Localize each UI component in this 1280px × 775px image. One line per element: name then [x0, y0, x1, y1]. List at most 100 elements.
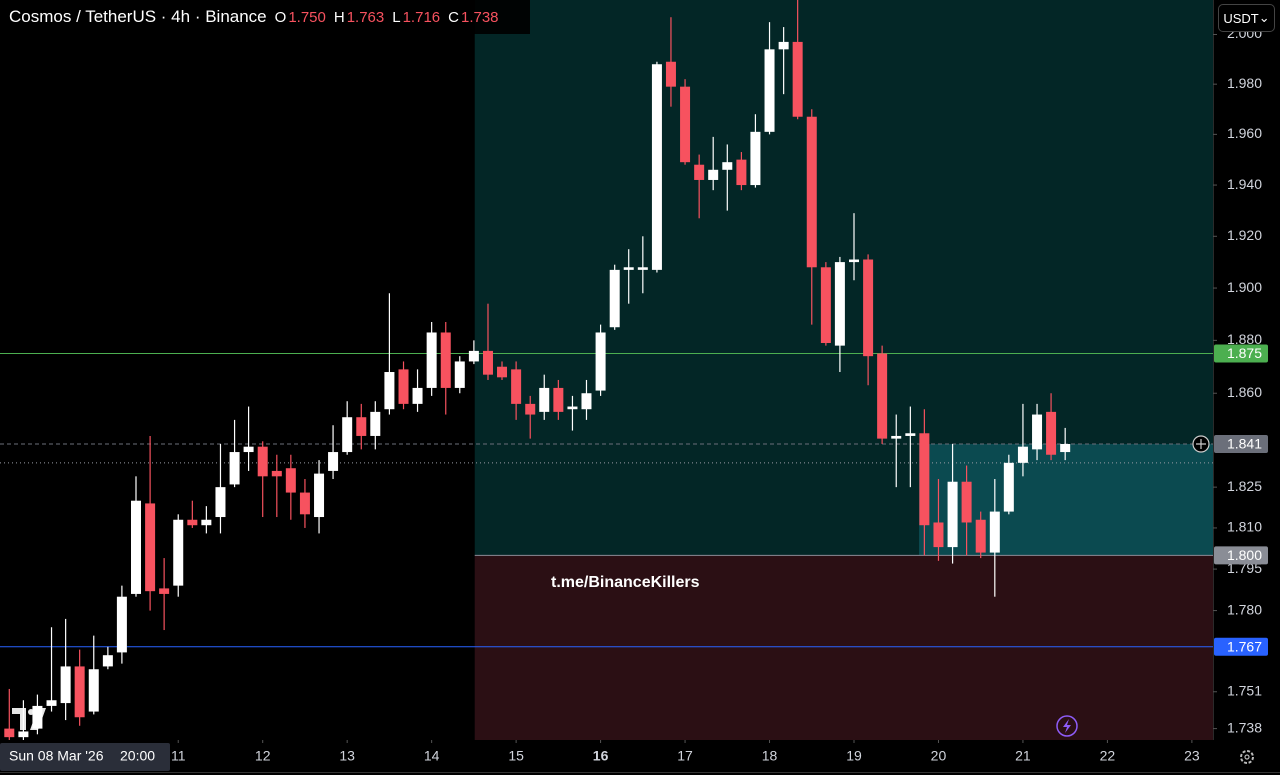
candle-body: [468, 350, 479, 362]
tv-logo-shape: [12, 708, 46, 730]
candle-body: [792, 41, 803, 117]
candle-body: [384, 372, 395, 410]
candle-body: [1032, 414, 1043, 450]
watermark: t.me/BinanceKillers: [551, 574, 700, 591]
candle-body: [680, 86, 691, 163]
candle-body: [947, 481, 958, 548]
alert-icon[interactable]: [1056, 715, 1078, 737]
y-tick-label: 1.751: [1227, 682, 1262, 698]
candle-body: [328, 452, 339, 471]
candle-body: [750, 131, 761, 186]
price-tag-label: 1.800: [1227, 547, 1262, 563]
candle-body: [88, 669, 99, 712]
y-tick-label: 1.980: [1227, 75, 1262, 91]
crosshair-date: Sun 08 Mar '26: [9, 748, 104, 764]
candle-body: [159, 588, 170, 594]
candle-body: [567, 406, 578, 410]
x-tick-label: 13: [339, 748, 355, 764]
x-tick-label: 21: [1015, 748, 1031, 764]
candle-body: [46, 700, 57, 706]
ohlc-key: C: [448, 8, 459, 26]
tv-logo: [12, 708, 46, 730]
price-tag: [1214, 344, 1268, 363]
candle-body: [651, 64, 662, 270]
candle-body: [834, 262, 845, 346]
x-tick-label: 22: [1100, 748, 1116, 764]
candle-body: [497, 366, 508, 378]
candle-body: [145, 503, 156, 592]
position-zone: [474, 555, 1214, 740]
candle-body: [933, 522, 944, 548]
candle-body: [694, 164, 705, 180]
candle-body: [440, 332, 451, 388]
candle-body: [511, 369, 522, 404]
candle-body: [4, 728, 15, 738]
candle-body: [130, 500, 141, 594]
candle-body: [708, 169, 719, 180]
currency-button[interactable]: USDT ⌄: [1218, 4, 1275, 32]
price-tag-label: 1.767: [1227, 639, 1262, 655]
candle-body: [609, 269, 620, 328]
crosshair-hour: 20:00: [120, 748, 155, 764]
candle-body: [877, 353, 888, 439]
x-tick-label: 16: [593, 748, 609, 764]
candle-body: [60, 666, 71, 704]
y-tick-label: 1.780: [1227, 601, 1262, 617]
candle-body: [116, 596, 127, 653]
y-tick-label: 1.920: [1227, 227, 1262, 243]
currency-label: USDT: [1223, 10, 1259, 26]
y-tick-label: 1.940: [1227, 176, 1262, 192]
candle-body: [482, 350, 493, 375]
candle-body: [18, 731, 29, 738]
candle-body: [454, 361, 465, 388]
ohlc-key: O: [274, 8, 287, 26]
ohlc-value: 1.750: [288, 8, 326, 26]
candle-body: [553, 387, 564, 412]
candle-body: [285, 468, 296, 493]
candle-body: [412, 387, 423, 404]
candle-body: [961, 481, 972, 523]
candle-body: [271, 470, 282, 477]
candle-body: [806, 116, 817, 268]
candle-body: [905, 433, 916, 436]
ohlc-value: 1.763: [346, 8, 385, 26]
candle-body: [863, 259, 874, 357]
x-tick-label: 15: [508, 748, 524, 764]
settings-icon[interactable]: [1240, 750, 1254, 764]
price-tag: [1214, 637, 1268, 656]
candle-body: [426, 332, 437, 388]
y-tick-label: 1.825: [1227, 478, 1262, 494]
candle-body: [257, 446, 268, 477]
time-axis-bg: [0, 740, 1280, 775]
price-tag-label: 1.875: [1227, 345, 1262, 361]
y-tick-label: 1.810: [1227, 519, 1262, 535]
ohlc-key: L: [392, 8, 401, 26]
x-tick-label: 12: [255, 748, 271, 764]
candle-body: [736, 159, 747, 186]
candle-body: [778, 41, 789, 50]
candle-body: [229, 452, 240, 485]
x-tick-label: 14: [424, 748, 440, 764]
price-tag: [1214, 434, 1268, 453]
ohlc-value: 1.738: [460, 8, 499, 26]
candle-body: [215, 487, 226, 518]
candle-body: [595, 332, 606, 391]
candle-body: [299, 492, 310, 515]
candle-body: [989, 511, 1000, 553]
y-tick-label: 1.860: [1227, 384, 1262, 400]
y-tick-label: 1.880: [1227, 331, 1262, 347]
settings-icon-center: [1244, 754, 1250, 760]
candle-body: [243, 446, 254, 453]
candle-body: [1060, 443, 1071, 453]
y-tick-label: 1.960: [1227, 125, 1262, 141]
candle-body: [398, 369, 409, 404]
candle-body: [201, 519, 212, 526]
candle-body: [581, 393, 592, 410]
candle-body: [820, 267, 831, 343]
symbol-header: Cosmos / TetherUS · 4h · Binance O 1.750 H…: [0, 0, 530, 34]
candle-body: [665, 61, 676, 87]
candle-body: [102, 655, 113, 667]
candle-body: [1003, 462, 1014, 512]
